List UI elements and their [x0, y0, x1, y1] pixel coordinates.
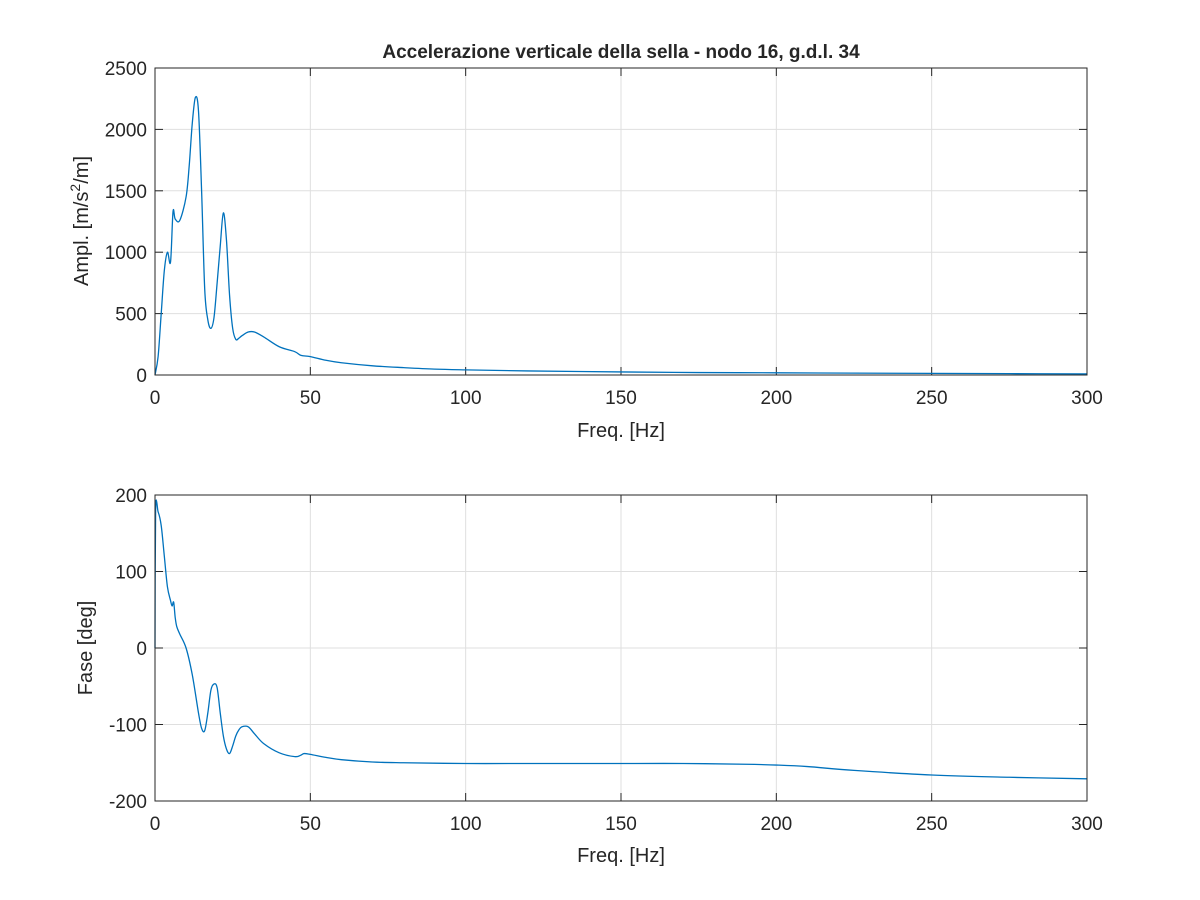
- amplitude-series-line: [154, 95, 1088, 376]
- phase-x-tick-label: 250: [916, 814, 948, 835]
- phase-axes-frame: [154, 494, 1088, 802]
- phase-plot: 0 50 100 150 200 250 300 -200 -100 0 100 200: [109, 486, 1103, 835]
- y-label-superscript: 2: [67, 184, 83, 192]
- y-label-pre: Ampl. [m/s: [71, 192, 93, 286]
- amplitude-y-tick-label: 0: [136, 366, 147, 387]
- amplitude-y-tick-label: 1500: [105, 182, 147, 203]
- phase-y-tick-label: 200: [115, 486, 147, 507]
- chart-title: Accelerazione verticale della sella - no…: [382, 42, 860, 63]
- phase-x-tick-label: 100: [450, 814, 482, 835]
- y-label-post: /m]: [71, 156, 93, 184]
- phase-series-line: [154, 499, 1088, 780]
- amplitude-axes-frame: [154, 67, 1088, 376]
- amplitude-y-axis-label: Ampl. [m/s2/m]: [67, 156, 93, 286]
- phase-y-tick-label: 100: [115, 563, 147, 584]
- phase-y-tick-label: -100: [109, 716, 147, 737]
- amplitude-y-tick-label: 1000: [105, 243, 147, 264]
- phase-x-tick-label: 200: [760, 814, 792, 835]
- phase-x-tick-label: 50: [300, 814, 321, 835]
- amplitude-x-tick-label: 100: [450, 388, 482, 409]
- phase-y-tick-label: 0: [136, 639, 147, 660]
- amplitude-x-tick-label: 250: [916, 388, 948, 409]
- amplitude-plot: 0 50 100 150 200 250 300 0 500 1000 1500 2000 2500: [105, 59, 1103, 409]
- phase-x-tick-label: 0: [150, 814, 161, 835]
- amplitude-x-tick-label: 0: [150, 388, 161, 409]
- phase-x-tick-label: 300: [1071, 814, 1103, 835]
- phase-y-axis-label: Fase [deg]: [75, 601, 97, 696]
- amplitude-x-tick-label: 150: [605, 388, 637, 409]
- amplitude-x-axis-label: Freq. [Hz]: [577, 420, 665, 442]
- phase-x-axis-label: Freq. [Hz]: [577, 845, 665, 867]
- amplitude-y-tick-label: 2500: [105, 59, 147, 80]
- amplitude-x-tick-label: 300: [1071, 388, 1103, 409]
- phase-x-tick-label: 150: [605, 814, 637, 835]
- amplitude-y-tick-label: 2000: [105, 120, 147, 141]
- amplitude-x-tick-label: 50: [300, 388, 321, 409]
- amplitude-x-tick-label: 200: [760, 388, 792, 409]
- amplitude-y-tick-label: 500: [115, 305, 147, 326]
- phase-y-tick-label: -200: [109, 792, 147, 813]
